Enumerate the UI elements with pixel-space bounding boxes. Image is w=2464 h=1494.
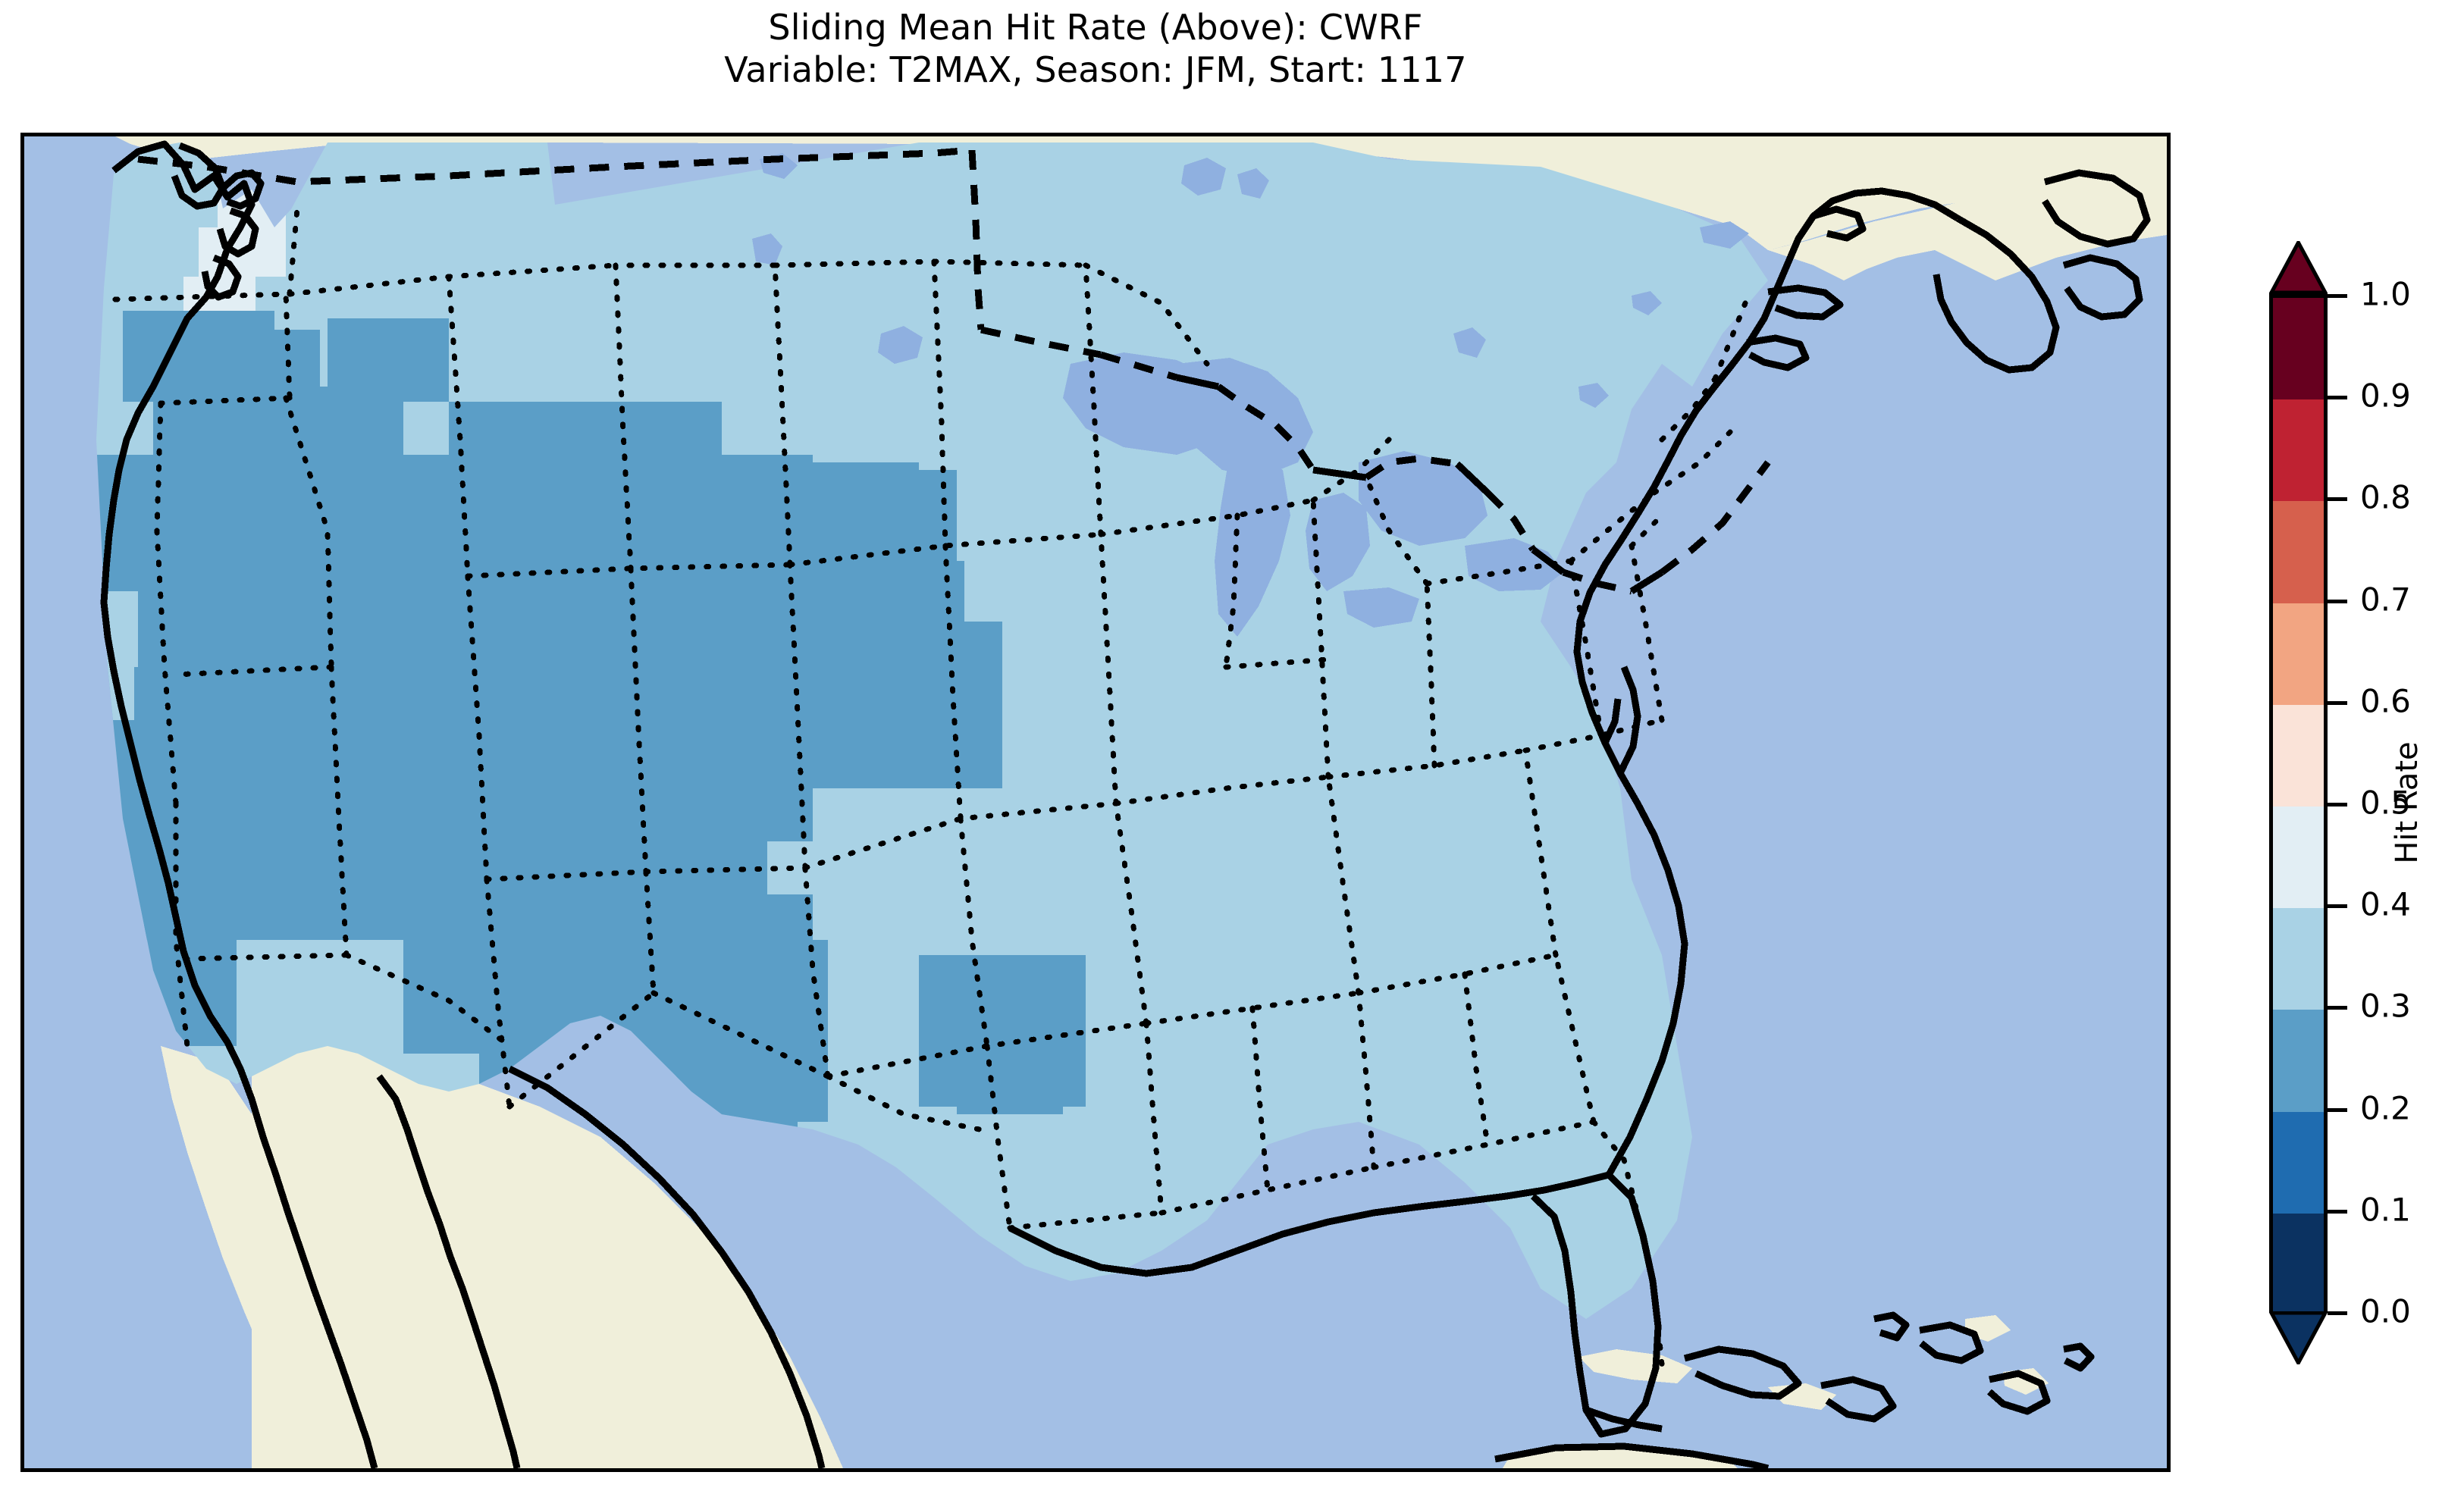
colorbar-segment <box>2273 908 2324 1010</box>
colorbar-tick-label: 0.8 <box>2360 478 2411 516</box>
figure-subtitle: Variable: T2MAX, Season: JFM, Start: 111… <box>724 49 1467 91</box>
colorbar-tick <box>2328 396 2347 400</box>
figure-title-block: Sliding Mean Hit Rate (Above): CWRF Vari… <box>0 6 2191 91</box>
colorbar-tick <box>2328 1006 2347 1010</box>
coastline-layer <box>100 140 2151 1468</box>
colorbar-tick <box>2328 803 2347 807</box>
colorbar-tick <box>2328 700 2347 705</box>
page-title: Sliding Mean Hit Rate (Above): CWRF <box>768 7 1423 48</box>
colorbar-tick <box>2328 599 2347 603</box>
colorbar-tick <box>2328 904 2347 909</box>
colorbar-tick <box>2328 1107 2347 1112</box>
foreign-land-layer <box>115 136 2167 1468</box>
state-borders-layer <box>112 205 1748 1367</box>
colorbar-body <box>2269 294 2328 1315</box>
colorbar-tick-label: 1.0 <box>2360 275 2411 313</box>
colorbar-segment <box>2273 807 2324 909</box>
colorbar-tick-label: 0.9 <box>2360 377 2411 415</box>
colorbar-tick-label: 0.2 <box>2360 1089 2411 1127</box>
colorbar-tick <box>2328 294 2347 298</box>
colorbar-tick-label: 0.0 <box>2360 1292 2411 1330</box>
colorbar-tick-label: 0.7 <box>2360 581 2411 619</box>
map-canvas <box>24 136 2167 1468</box>
colorbar-tick-label: 0.4 <box>2360 885 2411 923</box>
colorbar-tick-label: 0.6 <box>2360 682 2411 720</box>
colorbar-tick <box>2328 497 2347 502</box>
map-panel <box>20 133 2171 1472</box>
colorbar-segment <box>2273 1111 2324 1214</box>
colorbar-segment <box>2273 298 2324 400</box>
colorbar-label: Hit Rate <box>2390 741 2425 864</box>
colorbar-tick-label: 0.1 <box>2360 1191 2411 1229</box>
colorbar-segment <box>2273 1010 2324 1112</box>
international-border-layer <box>137 146 1771 595</box>
colorbar-segment <box>2273 1213 2324 1315</box>
colorbar-under-arrow <box>2269 1311 2328 1364</box>
colorbar-tick-label: 0.5 <box>2360 784 2411 822</box>
colorbar-tick-label: 0.3 <box>2360 987 2411 1025</box>
colorbar-segment <box>2273 704 2324 807</box>
colorbar-segment <box>2273 399 2324 502</box>
colorbar: 1.0 0.9 0.8 0.7 0.6 0.5 0.4 0.3 0.2 0.1 0.0 <box>2269 241 2411 1364</box>
colorbar-tick <box>2328 1311 2347 1315</box>
colorbar-segment <box>2273 501 2324 603</box>
colorbar-tick <box>2328 1209 2347 1214</box>
colorbar-segment <box>2273 603 2324 705</box>
colorbar-over-arrow <box>2269 241 2328 294</box>
